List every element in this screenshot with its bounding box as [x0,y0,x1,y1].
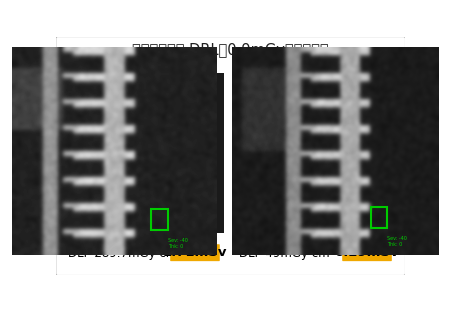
FancyBboxPatch shape [342,244,392,261]
Text: DLP 289.7mGy cm: DLP 289.7mGy cm [68,247,177,260]
Text: 120kV: 120kV [118,59,165,74]
Text: Sev: -40
Thk: 0: Sev: -40 Thk: 0 [387,236,407,247]
Text: 頸椎単純写真 DRL：0.9mGy（正側面）: 頸椎単純写真 DRL：0.9mGy（正側面） [132,44,329,58]
Bar [66,73,225,233]
Text: Sn100kV（前屈）: Sn100kV（前屈） [270,59,370,74]
FancyBboxPatch shape [55,36,406,276]
Text: 1.71mSv: 1.71mSv [163,246,227,259]
Bar [151,209,168,230]
Text: 0.29mSv: 0.29mSv [335,246,399,259]
Text: Sev: -40
Thk: 0: Sev: -40 Thk: 0 [168,238,188,249]
Text: DLP 49mGy cm: DLP 49mGy cm [239,247,330,260]
Text: CTDIvol 13.14mGy: CTDIvol 13.14mGy [68,236,178,249]
FancyBboxPatch shape [170,244,220,261]
Bar [236,73,396,233]
Bar [371,207,387,228]
Text: CTDIvol 2.44mGy: CTDIvol 2.44mGy [239,236,342,249]
